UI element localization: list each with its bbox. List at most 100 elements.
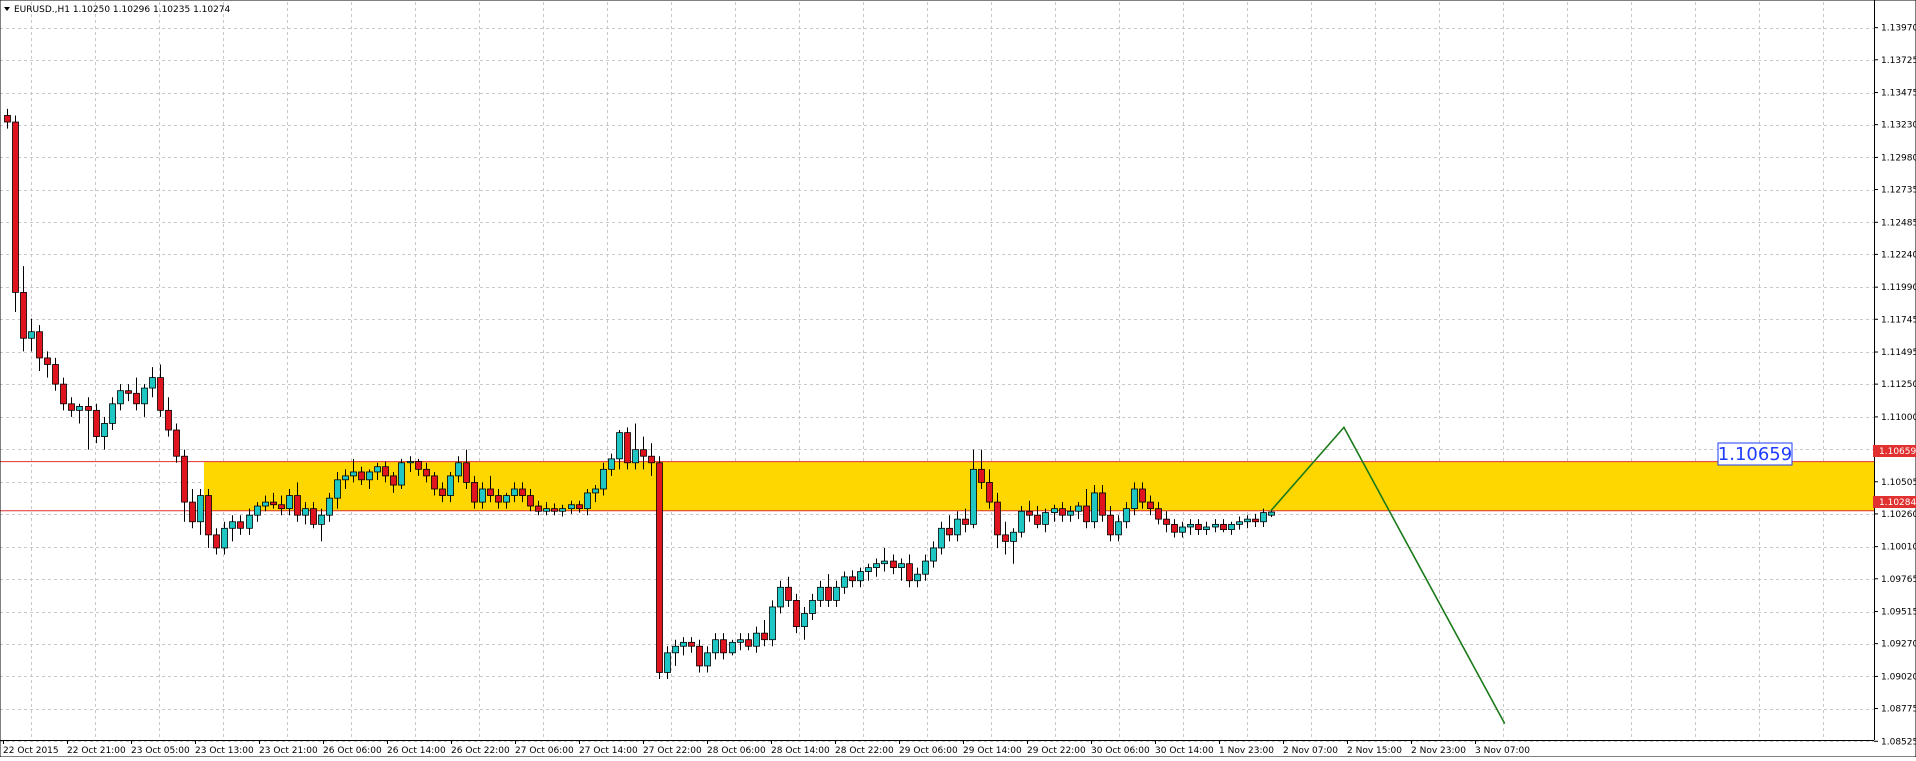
candle	[310, 502, 317, 529]
candle	[4, 108, 11, 129]
candle	[342, 469, 349, 489]
candle	[1195, 519, 1202, 535]
candle	[777, 580, 784, 614]
bear-candle-body	[986, 482, 993, 503]
bull-candle-body	[334, 479, 341, 499]
bear-candle-body	[1002, 534, 1009, 542]
bull-candle-body	[568, 504, 575, 510]
candle	[841, 571, 848, 594]
candle	[1252, 513, 1259, 527]
candle	[1212, 519, 1219, 533]
bear-candle-body	[189, 501, 196, 523]
x-tick-label: 23 Oct 21:00	[259, 746, 318, 756]
bear-candle-body	[825, 586, 832, 601]
candle	[640, 436, 647, 470]
candle	[1010, 528, 1017, 564]
candles[interactable]	[4, 108, 1275, 680]
bear-candle-body	[1083, 505, 1090, 523]
bull-candle-body	[809, 599, 816, 614]
candle	[1042, 508, 1049, 533]
candle	[946, 515, 953, 542]
bull-candle-body	[600, 468, 607, 490]
bear-candle-body	[431, 475, 438, 490]
bull-candle-body	[1187, 523, 1194, 528]
y-tick-label: 1.13725	[1881, 56, 1916, 66]
bull-candle-body	[1067, 510, 1074, 516]
candle	[519, 482, 526, 503]
bull-candle-body	[28, 331, 35, 339]
bull-candle-body	[608, 458, 615, 470]
candle	[366, 469, 373, 489]
bull-candle-body	[262, 501, 269, 507]
x-tick-label: 28 Oct 14:00	[771, 746, 830, 756]
candle	[20, 266, 27, 352]
candle	[237, 515, 244, 535]
bear-candle-body	[157, 377, 164, 411]
candle	[44, 351, 51, 378]
bull-candle-body	[141, 387, 148, 405]
candle	[938, 521, 945, 555]
bear-candle-body	[527, 495, 534, 507]
candle	[326, 492, 333, 522]
y-tick-label: 1.12485	[1881, 218, 1916, 228]
bull-candle-body	[970, 468, 977, 525]
level-tag-upper-label: 1.10659	[1879, 447, 1916, 457]
candle	[149, 367, 156, 398]
x-tick-label: 29 Oct 14:00	[963, 746, 1022, 756]
candle	[616, 430, 623, 470]
bull-candle-body	[592, 488, 599, 494]
y-tick-label: 1.09765	[1881, 575, 1916, 585]
bull-candle-body	[246, 514, 253, 529]
bear-candle-body	[849, 576, 856, 582]
bear-candle-body	[85, 406, 92, 411]
bull-candle-body	[737, 639, 744, 643]
bull-candle-body	[1075, 505, 1082, 512]
candle	[825, 574, 832, 607]
y-tick-label: 1.10505	[1881, 478, 1916, 488]
candle	[213, 528, 220, 555]
candle	[1163, 511, 1170, 533]
candle	[696, 639, 703, 673]
bull-candle-body	[101, 423, 108, 437]
bull-candle-body	[1228, 523, 1235, 531]
y-tick-label: 1.11000	[1881, 413, 1916, 423]
bull-candle-body	[1091, 492, 1098, 523]
candle	[1059, 502, 1066, 522]
x-tick-label: 26 Oct 22:00	[451, 746, 510, 756]
candle	[1131, 482, 1138, 516]
candle	[133, 377, 140, 411]
bear-candle-body	[994, 501, 1001, 536]
candle	[1018, 506, 1025, 538]
candle	[1099, 485, 1106, 522]
candle	[415, 458, 422, 476]
bear-candle-body	[12, 121, 19, 293]
bear-candle-body	[165, 409, 172, 431]
bear-candle-body	[36, 331, 43, 359]
y-tick-label: 1.12735	[1881, 186, 1916, 196]
chart-menu-icon[interactable]	[4, 7, 10, 11]
bull-candle-body	[1268, 511, 1275, 516]
bull-candle-body	[954, 518, 961, 536]
x-tick-label: 26 Oct 06:00	[323, 746, 382, 756]
candle	[246, 508, 253, 535]
bull-candle-body	[672, 645, 679, 654]
bull-candle-body	[938, 527, 945, 549]
bear-candle-body	[696, 645, 703, 667]
candle	[294, 482, 301, 522]
candle	[761, 620, 768, 647]
y-tick-label: 1.10260	[1881, 510, 1916, 520]
bull-candle-body	[632, 449, 639, 464]
bear-candle-body	[1155, 508, 1162, 520]
candle	[1107, 506, 1114, 542]
candle	[221, 521, 228, 555]
candle	[197, 488, 204, 535]
candle	[898, 558, 905, 581]
bull-candle-body	[302, 508, 309, 516]
bull-candle-body	[149, 377, 156, 389]
candle	[117, 384, 124, 411]
price-box[interactable]	[1717, 442, 1793, 466]
candle	[36, 325, 43, 372]
bull-candle-body	[229, 521, 236, 529]
